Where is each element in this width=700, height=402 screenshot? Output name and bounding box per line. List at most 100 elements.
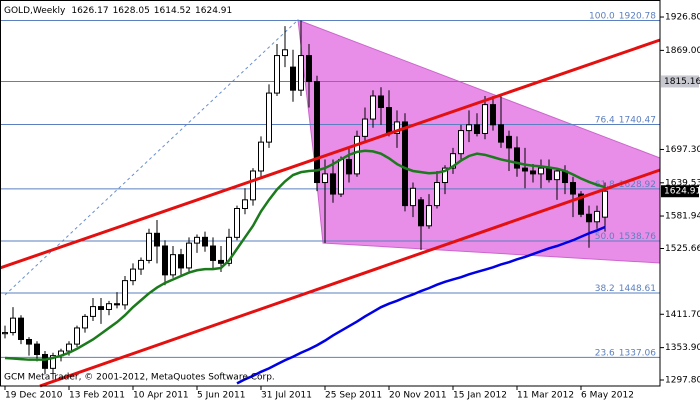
candle-body xyxy=(402,121,408,207)
candle-body xyxy=(530,170,536,175)
x-tick-label: 10 Apr 2011 xyxy=(133,391,189,401)
candle-body xyxy=(290,66,296,91)
candle-body xyxy=(570,182,576,195)
candle-body xyxy=(138,259,144,270)
chart-title: GOLD,Weekly 1626.17 1628.05 1614.52 1624.91 xyxy=(4,6,232,16)
candle-body xyxy=(338,158,344,195)
moving-average xyxy=(236,225,606,385)
candle-body xyxy=(322,173,328,184)
channel-upper xyxy=(0,38,661,270)
candle-body xyxy=(242,199,248,209)
y-tick-label: 1525.66 xyxy=(665,244,700,254)
candle-body xyxy=(210,245,216,261)
low: 1614.52 xyxy=(154,6,191,16)
candle-body xyxy=(234,207,240,238)
candle-body xyxy=(90,306,96,317)
candle-body xyxy=(554,170,560,181)
candle-body xyxy=(50,355,56,369)
candle-body xyxy=(386,107,392,134)
candle-body xyxy=(114,303,120,306)
candle-body xyxy=(266,92,272,143)
candle-body xyxy=(346,158,352,175)
candle-body xyxy=(418,199,424,227)
candle-body xyxy=(82,315,88,329)
y-tick-label: 1411.70 xyxy=(665,310,700,320)
candle-body xyxy=(178,254,184,269)
moving-average xyxy=(4,149,606,361)
candle-body xyxy=(474,124,480,134)
channel-lower xyxy=(39,168,661,388)
candle-body xyxy=(546,167,552,181)
candle-body xyxy=(162,245,168,276)
candle-body xyxy=(458,130,464,155)
candle-body xyxy=(522,167,528,172)
candle-body xyxy=(122,280,128,306)
fib-label: 23.6 1337.06 xyxy=(595,348,657,358)
hline-box xyxy=(661,75,699,88)
fib-price: 1740.47 xyxy=(619,115,656,125)
fib-price: 1628.92 xyxy=(619,179,656,189)
series xyxy=(2,20,608,385)
candle-body xyxy=(218,259,224,264)
fib-level: 38.2 xyxy=(595,283,615,293)
fib-level: 50.0 xyxy=(595,231,615,241)
fib-label: 50.0 1538.76 xyxy=(595,231,657,241)
candle-body xyxy=(26,338,32,345)
candle-body xyxy=(194,236,200,244)
candle-body xyxy=(314,81,320,184)
candle-body xyxy=(226,236,232,264)
candle-body xyxy=(130,268,136,282)
fib-level: 100.0 xyxy=(589,11,615,21)
candle-body xyxy=(106,303,112,310)
candle-body xyxy=(594,210,600,223)
y-tick-label: 1297.80 xyxy=(665,375,700,385)
candle-body xyxy=(466,124,472,132)
candle-body xyxy=(74,327,80,345)
fib-price: 1337.06 xyxy=(619,348,656,358)
candle-body xyxy=(2,332,8,335)
candle-body xyxy=(170,254,176,276)
candle-body xyxy=(250,170,256,201)
candle-body xyxy=(282,49,288,57)
x-tick-label: 25 Sep 2011 xyxy=(325,391,382,401)
x-tick-label: 19 Dec 2010 xyxy=(5,391,63,401)
candle-body xyxy=(98,306,104,310)
candle-body xyxy=(490,104,496,126)
candle-body xyxy=(586,213,592,223)
candle-body xyxy=(538,167,544,175)
x-tick-label: 20 Nov 2011 xyxy=(389,391,447,401)
fib-level: 23.6 xyxy=(595,348,615,358)
fib-label: 100.0 1920.78 xyxy=(589,11,656,21)
x-tick-label: 15 Jan 2012 xyxy=(453,391,507,401)
fib-label: 76.4 1740.47 xyxy=(595,115,656,125)
y-tick-label: 1926.80 xyxy=(665,13,700,23)
y-tick-label: 1581.94 xyxy=(665,212,700,222)
candle-body xyxy=(354,135,360,175)
candle-body xyxy=(498,124,504,143)
candle-body xyxy=(394,121,400,134)
x-tick-label: 5 Jun 2011 xyxy=(197,391,245,401)
price-box xyxy=(661,185,699,198)
candle-body xyxy=(10,317,16,334)
candle-body xyxy=(410,187,416,207)
fib-price: 1538.76 xyxy=(619,231,656,241)
candle-body xyxy=(434,182,440,207)
candle-body xyxy=(514,147,520,169)
high: 1628.05 xyxy=(113,6,150,16)
price-label: 1624.91 xyxy=(664,187,700,197)
candle-body xyxy=(186,242,192,269)
candle-body xyxy=(154,232,160,247)
candle-body xyxy=(450,153,456,169)
candle-body xyxy=(442,167,448,184)
candle-body xyxy=(426,205,432,227)
candle-body xyxy=(602,190,608,218)
y-tick-label: 1639.53 xyxy=(665,178,700,188)
x-tick-label: 31 Jul 2011 xyxy=(261,391,312,401)
candle-body xyxy=(258,141,264,172)
candle-body xyxy=(202,236,208,247)
open: 1626.17 xyxy=(71,6,108,16)
channel xyxy=(0,38,661,388)
candle-body xyxy=(34,343,40,355)
